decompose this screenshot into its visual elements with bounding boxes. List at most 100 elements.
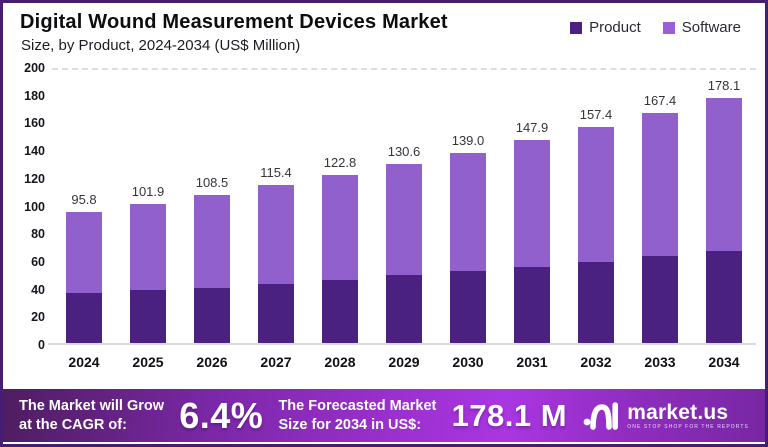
cagr-value: 6.4% bbox=[179, 394, 264, 436]
cagr-label: The Market will Grow at the CAGR of: bbox=[19, 397, 164, 435]
bar-group-2029: 130.6 bbox=[372, 68, 436, 345]
x-tick-label-2027: 2027 bbox=[260, 354, 292, 370]
bar-total-label: 95.8 bbox=[71, 192, 97, 208]
software-segment bbox=[578, 127, 614, 263]
x-tick-label-2024: 2024 bbox=[68, 354, 100, 370]
plot-area: 95.8 101.9 108.5 115.4 122.8 130.6 139.0 147.9 1… bbox=[48, 68, 756, 345]
legend-label-software: Software bbox=[681, 19, 741, 36]
x-tick-label-2026: 2026 bbox=[196, 354, 228, 370]
y-tick-label: 100 bbox=[24, 199, 45, 214]
product-segment bbox=[514, 266, 550, 345]
product-segment bbox=[386, 275, 422, 345]
forecast-label-line2: Size for 2034 in US$: bbox=[278, 416, 422, 433]
forecast-label: The Forecasted Market Size for 2034 in U… bbox=[278, 397, 436, 435]
bar-total-label: 178.1 bbox=[707, 78, 741, 94]
brand-tagline: ONE STOP SHOP FOR THE REPORTS bbox=[627, 423, 749, 430]
chart-subtitle: Size, by Product, 2024-2034 (US$ Million… bbox=[21, 37, 301, 54]
software-segment bbox=[258, 185, 294, 284]
software-segment bbox=[322, 174, 358, 280]
product-segment bbox=[450, 270, 486, 345]
bar-stack bbox=[578, 127, 614, 345]
product-segment bbox=[258, 283, 294, 345]
bar-total-label: 101.9 bbox=[131, 183, 165, 199]
x-tick-label-2032: 2032 bbox=[580, 354, 612, 370]
y-tick-label: 80 bbox=[31, 227, 45, 242]
y-tick-label: 60 bbox=[31, 254, 45, 269]
bar-group-2031: 147.9 bbox=[500, 68, 564, 345]
product-segment bbox=[322, 279, 358, 345]
legend-item-software: Software bbox=[662, 19, 741, 36]
software-segment bbox=[450, 152, 486, 271]
x-tick-label-2031: 2031 bbox=[516, 354, 548, 370]
y-tick-label: 140 bbox=[24, 144, 45, 159]
x-axis-labels: 2024 2025 2026 2027 2028 2029 2030 2031 2032 2033… bbox=[52, 354, 756, 370]
software-segment bbox=[66, 212, 102, 293]
product-segment bbox=[706, 250, 742, 345]
y-tick-label: 200 bbox=[24, 61, 45, 75]
y-tick-label: 160 bbox=[24, 116, 45, 131]
product-segment bbox=[194, 287, 230, 345]
y-tick-label: 120 bbox=[24, 171, 45, 186]
legend-item-product: Product bbox=[570, 19, 641, 36]
product-segment bbox=[642, 255, 678, 345]
bar-total-label: 122.8 bbox=[323, 154, 357, 170]
cagr-label-line1: The Market will Grow bbox=[19, 397, 165, 414]
bar-total-label: 167.4 bbox=[643, 93, 677, 109]
top-gridline bbox=[52, 68, 756, 70]
bar-stack bbox=[514, 140, 550, 345]
bar-group-2026: 108.5 bbox=[180, 68, 244, 345]
x-tick-label-2030: 2030 bbox=[452, 354, 484, 370]
bar-total-label: 139.0 bbox=[451, 132, 485, 148]
bar-stack bbox=[66, 212, 102, 345]
brand-logo: market.us ONE STOP SHOP FOR THE REPORTS bbox=[582, 400, 749, 432]
x-axis-line bbox=[48, 343, 756, 345]
y-tick-label: 0 bbox=[38, 338, 45, 352]
bar-total-label: 147.9 bbox=[515, 120, 549, 136]
software-segment bbox=[194, 194, 230, 288]
page-title: Digital Wound Measurement Devices Market bbox=[20, 11, 448, 33]
brand-name: market.us bbox=[627, 400, 729, 424]
forecast-value: 178.1 M bbox=[451, 397, 568, 433]
software-segment bbox=[706, 98, 742, 251]
x-tick-label-2028: 2028 bbox=[324, 354, 356, 370]
bar-total-label: 157.4 bbox=[579, 107, 613, 123]
bars-container: 95.8 101.9 108.5 115.4 122.8 130.6 139.0 147.9 1… bbox=[52, 68, 756, 345]
legend-label-product: Product bbox=[589, 19, 641, 36]
marketus-logo-icon bbox=[583, 401, 619, 430]
bar-stack bbox=[130, 203, 166, 345]
product-swatch-icon bbox=[570, 21, 583, 34]
bar-stack bbox=[322, 174, 358, 345]
y-axis: 0 20 40 60 80 100 120 140 160 180 200 bbox=[3, 3, 45, 444]
footer-banner: The Market will Grow at the CAGR of: 6.4… bbox=[3, 389, 765, 442]
y-tick-label: 40 bbox=[31, 282, 45, 297]
product-segment bbox=[130, 290, 166, 345]
bar-group-2024: 95.8 bbox=[52, 68, 116, 345]
software-segment bbox=[130, 203, 166, 291]
software-segment bbox=[386, 164, 422, 276]
bar-stack bbox=[386, 164, 422, 345]
x-tick-label-2025: 2025 bbox=[132, 354, 164, 370]
bar-group-2025: 101.9 bbox=[116, 68, 180, 345]
bar-stack bbox=[706, 98, 742, 345]
cagr-label-line2: at the CAGR of: bbox=[19, 416, 127, 433]
bar-group-2030: 139.0 bbox=[436, 68, 500, 345]
bar-group-2034: 178.1 bbox=[692, 68, 756, 345]
x-tick-label-2033: 2033 bbox=[644, 354, 676, 370]
x-tick-label-2034: 2034 bbox=[708, 354, 740, 370]
legend: Product Software bbox=[570, 19, 741, 36]
software-segment bbox=[514, 140, 550, 267]
bar-group-2028: 122.8 bbox=[308, 68, 372, 345]
bar-total-label: 115.4 bbox=[260, 165, 292, 181]
software-segment bbox=[642, 113, 678, 256]
product-segment bbox=[66, 292, 102, 345]
bar-stack bbox=[194, 194, 230, 345]
bar-group-2033: 167.4 bbox=[628, 68, 692, 345]
bar-stack bbox=[642, 113, 678, 345]
bar-stack bbox=[450, 152, 486, 345]
product-segment bbox=[578, 262, 614, 345]
brand-text: market.us ONE STOP SHOP FOR THE REPORTS bbox=[627, 402, 749, 430]
bar-total-label: 108.5 bbox=[195, 174, 229, 190]
software-swatch-icon bbox=[662, 21, 675, 34]
bar-group-2027: 115.4 bbox=[244, 68, 308, 345]
x-tick-label-2029: 2029 bbox=[388, 354, 420, 370]
